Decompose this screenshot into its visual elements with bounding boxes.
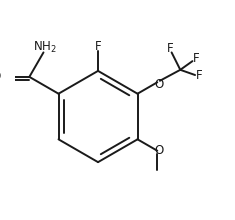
Text: O: O (154, 77, 164, 91)
Text: F: F (167, 42, 174, 55)
Text: NH$_2$: NH$_2$ (33, 40, 56, 55)
Text: O: O (154, 144, 164, 157)
Text: O: O (0, 70, 1, 83)
Text: F: F (95, 40, 101, 53)
Text: F: F (193, 52, 200, 66)
Text: F: F (196, 68, 202, 82)
